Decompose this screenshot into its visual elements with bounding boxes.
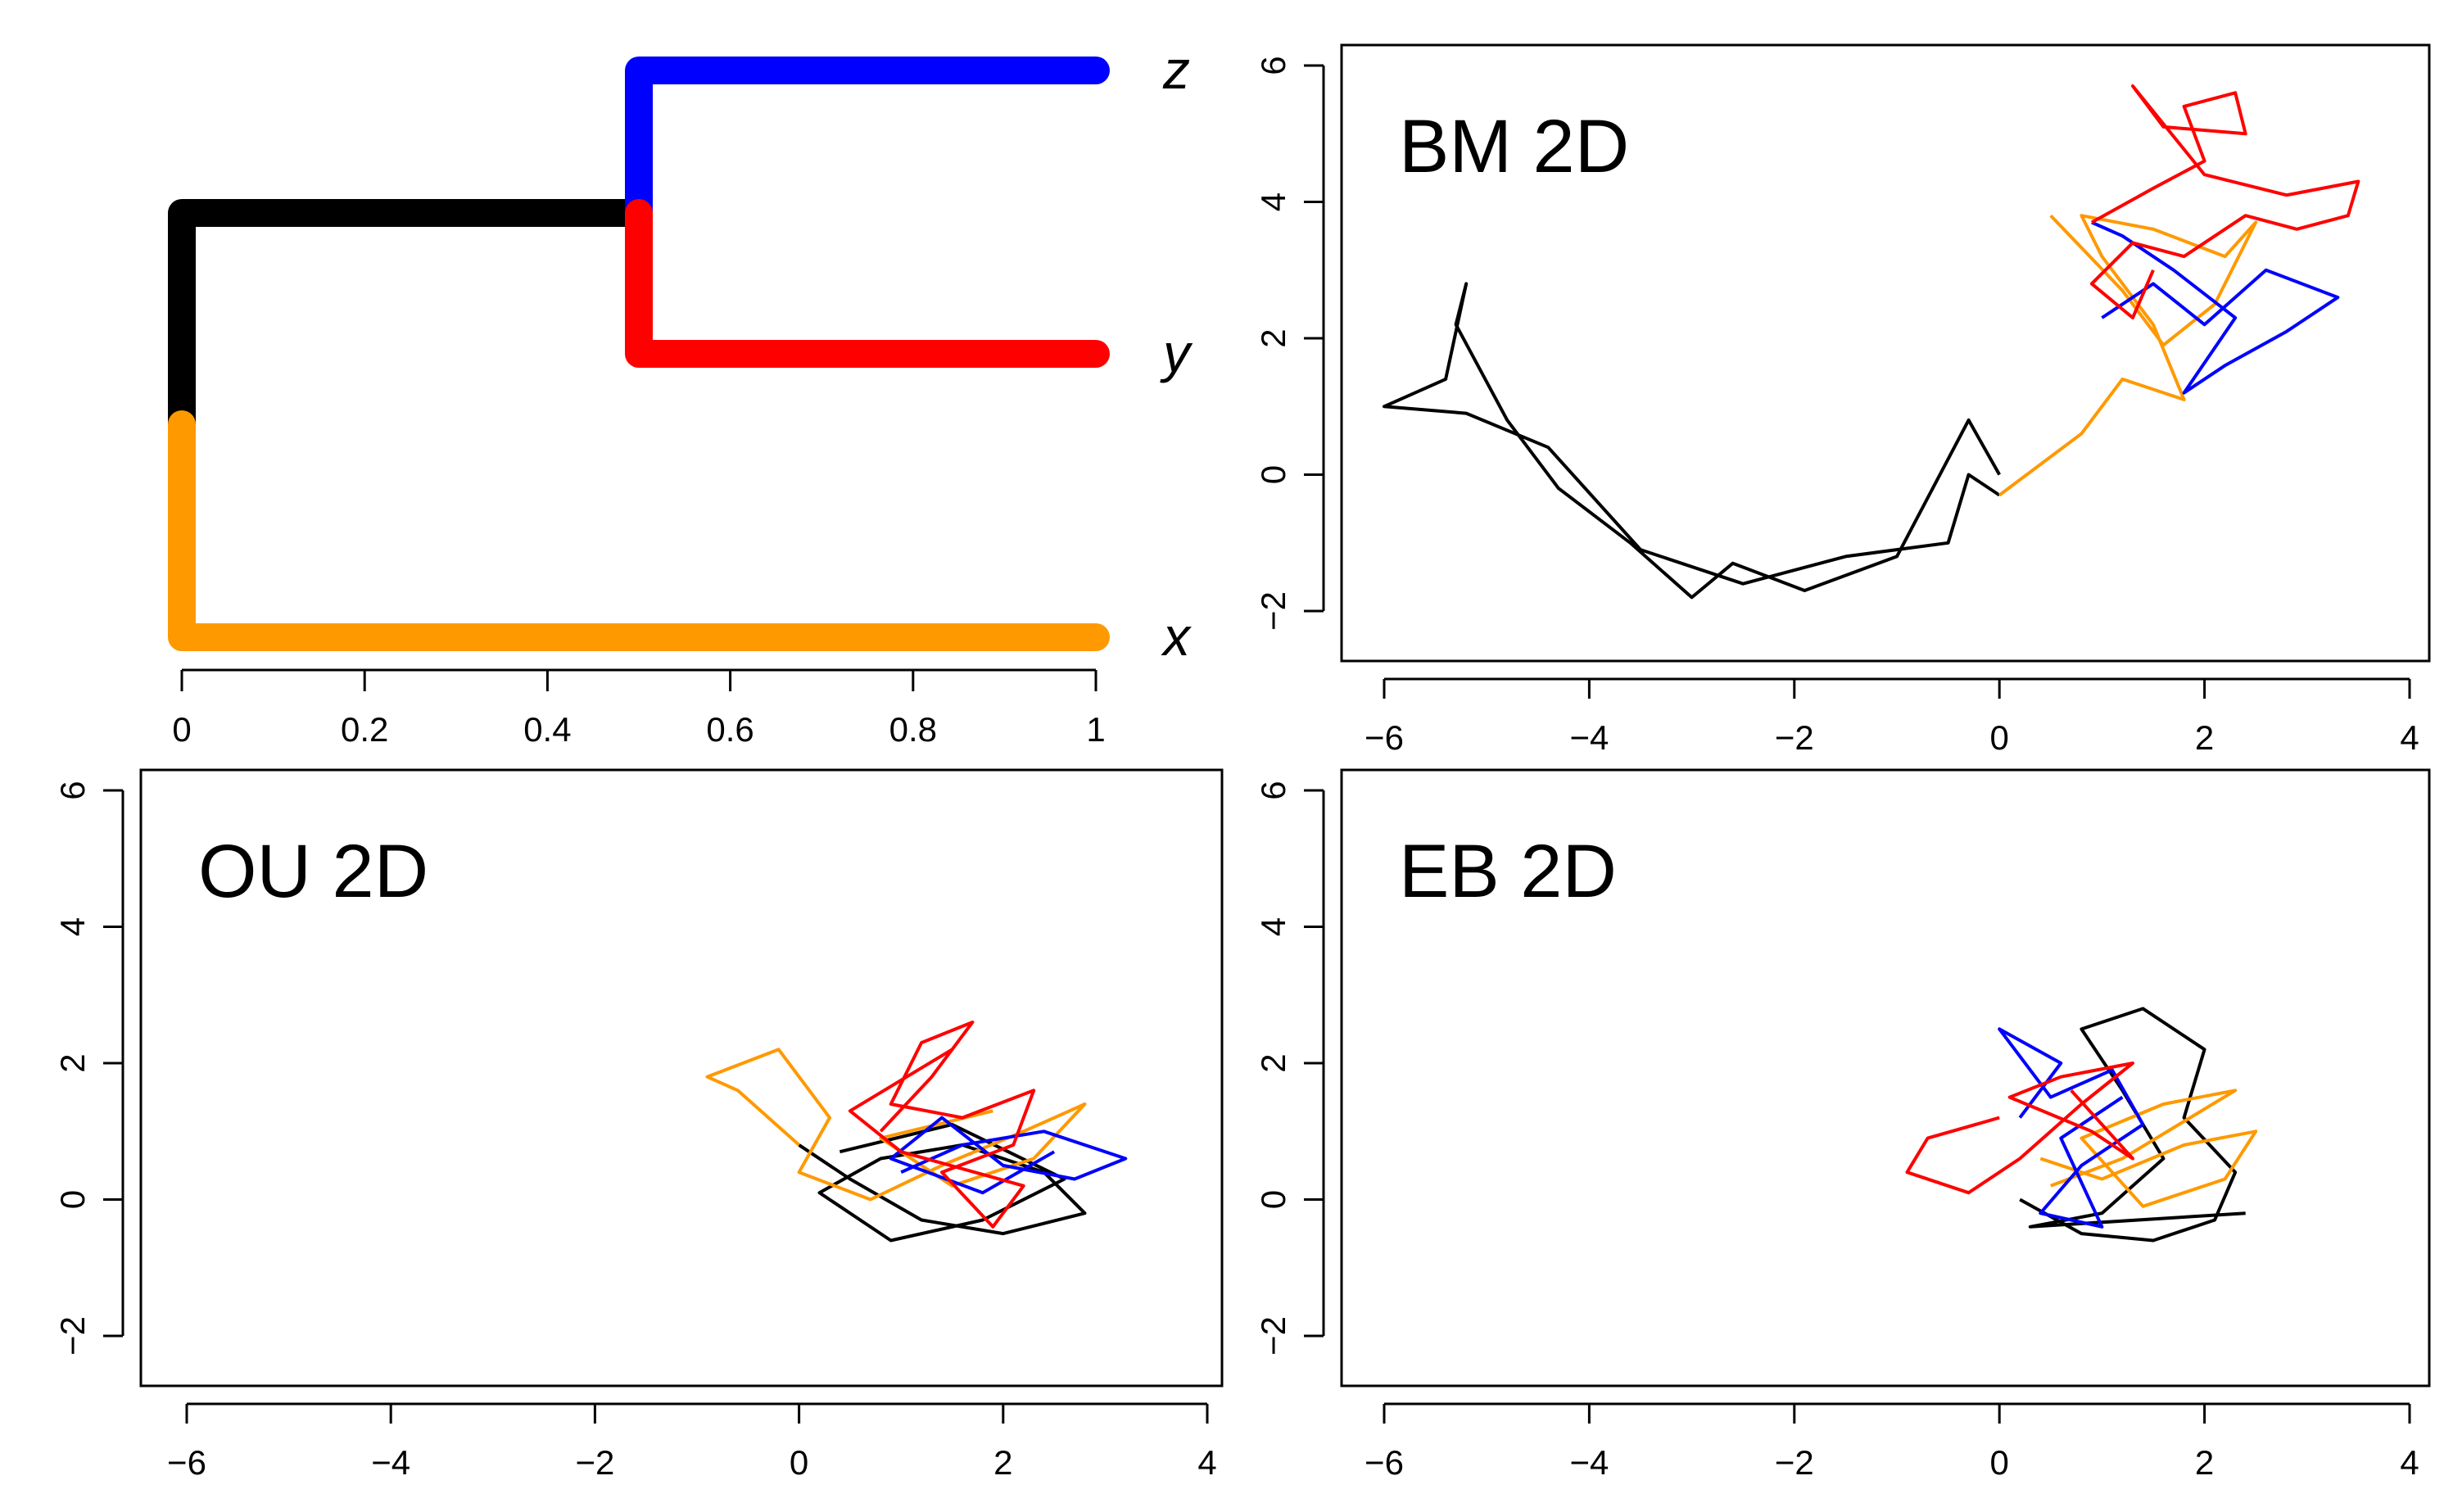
tree-x-tick-label: 0.2 — [341, 710, 388, 749]
tree-x-tick-label: 1 — [1086, 710, 1105, 749]
eb-title: EB 2D — [1399, 830, 1617, 913]
bm-panel: BM 2D −6 −4 −2 0 2 4 −2 0 2 4 6 — [1254, 43, 2431, 757]
ou-x-tick-label: 0 — [790, 1443, 808, 1482]
tree-x-tick-label: 0 — [172, 710, 191, 749]
tree-x-tick-label: 0.4 — [523, 710, 571, 749]
eb-x-tick-label: 0 — [1990, 1443, 2009, 1482]
bm-x-tick-label: 0 — [1990, 718, 2009, 757]
bm-y-tick-label: −2 — [1254, 591, 1292, 631]
tree-branch-root-inner — [168, 199, 653, 438]
tree-x-tick-label: 0.8 — [889, 710, 937, 749]
eb-x-tick-label: −6 — [1365, 1443, 1404, 1482]
eb-y-tick-label: 2 — [1254, 1053, 1292, 1072]
bm-x-tick-label: −4 — [1569, 718, 1609, 757]
bm-x-tick-label: −2 — [1775, 718, 1814, 757]
ou-x-tick-label: 4 — [1197, 1443, 1216, 1482]
ou-y-tick-label: 0 — [53, 1190, 92, 1209]
tip-label-x: x — [1161, 606, 1192, 667]
bm-y-tick-label: 2 — [1254, 328, 1292, 347]
eb-panel: EB 2D −6 −4 −2 0 2 4 −2 0 2 4 6 — [1254, 768, 2431, 1482]
eb-x-tick-label: −2 — [1775, 1443, 1814, 1482]
bm-title: BM 2D — [1399, 105, 1629, 188]
tree-branch-z — [625, 57, 1110, 227]
ou-x-tick-label: −2 — [575, 1443, 614, 1482]
eb-y-tick-label: −2 — [1254, 1316, 1292, 1356]
bm-plot-frame — [1340, 43, 2431, 663]
bm-series-line-0 — [1383, 282, 2001, 600]
eb-series-line-2 — [1998, 1027, 2145, 1229]
eb-y-tick-label: 6 — [1254, 781, 1292, 799]
ou-series-line-1 — [705, 1048, 1087, 1202]
eb-x-tick-label: −4 — [1569, 1443, 1609, 1482]
ou-x-tick-label: −6 — [167, 1443, 206, 1482]
eb-y-tick-label: 4 — [1254, 917, 1292, 936]
tip-label-z: z — [1162, 39, 1190, 100]
ou-series-line-0 — [798, 1122, 1087, 1243]
eb-x-tick-label: 4 — [2400, 1443, 2419, 1482]
ou-y-tick-label: 4 — [53, 917, 92, 936]
bm-x-tick-label: 2 — [2195, 718, 2214, 757]
ou-y-tick-label: −2 — [53, 1316, 92, 1356]
ou-series-group — [705, 1021, 1128, 1243]
bm-series-group — [1383, 84, 2360, 600]
eb-x-tick-label: 2 — [2195, 1443, 2214, 1482]
eb-series-line-1 — [2039, 1089, 2258, 1208]
tree-branch-x — [168, 410, 1110, 651]
ou-x-tick-label: 2 — [993, 1443, 1012, 1482]
bm-series-line-2 — [2091, 220, 2340, 395]
bm-y-tick-label: 4 — [1254, 192, 1292, 211]
ou-plot-frame — [139, 768, 1224, 1388]
ou-y-tick-label: 2 — [53, 1053, 92, 1072]
bm-x-tick-label: −6 — [1365, 718, 1404, 757]
ou-title: OU 2D — [198, 830, 428, 913]
ou-panel: OU 2D −6 −4 −2 0 2 4 −2 0 2 4 6 — [53, 768, 1224, 1482]
eb-series-line-3 — [1905, 1062, 2134, 1195]
ou-series-line-3 — [848, 1021, 1036, 1229]
bm-series-line-1 — [1998, 214, 2258, 497]
eb-plot-frame — [1340, 768, 2431, 1388]
ou-y-tick-label: 6 — [53, 781, 92, 799]
tip-label-y: y — [1160, 323, 1193, 383]
tree-x-tick-label: 0.6 — [706, 710, 754, 749]
bm-y-tick-label: 0 — [1254, 465, 1292, 484]
bm-series-line-3 — [2089, 84, 2360, 319]
bm-x-tick-label: 4 — [2400, 718, 2419, 757]
eb-series-group — [1905, 1007, 2258, 1243]
ou-x-tick-label: −4 — [371, 1443, 410, 1482]
tree-branch-y — [625, 199, 1110, 368]
eb-y-tick-label: 0 — [1254, 1190, 1292, 1209]
ou-series-line-2 — [889, 1116, 1128, 1195]
eb-series-line-0 — [2019, 1007, 2246, 1243]
tree-panel: z y x 0 0.2 0.4 0.6 0.8 1 — [168, 39, 1193, 749]
bm-y-tick-label: 6 — [1254, 56, 1292, 75]
